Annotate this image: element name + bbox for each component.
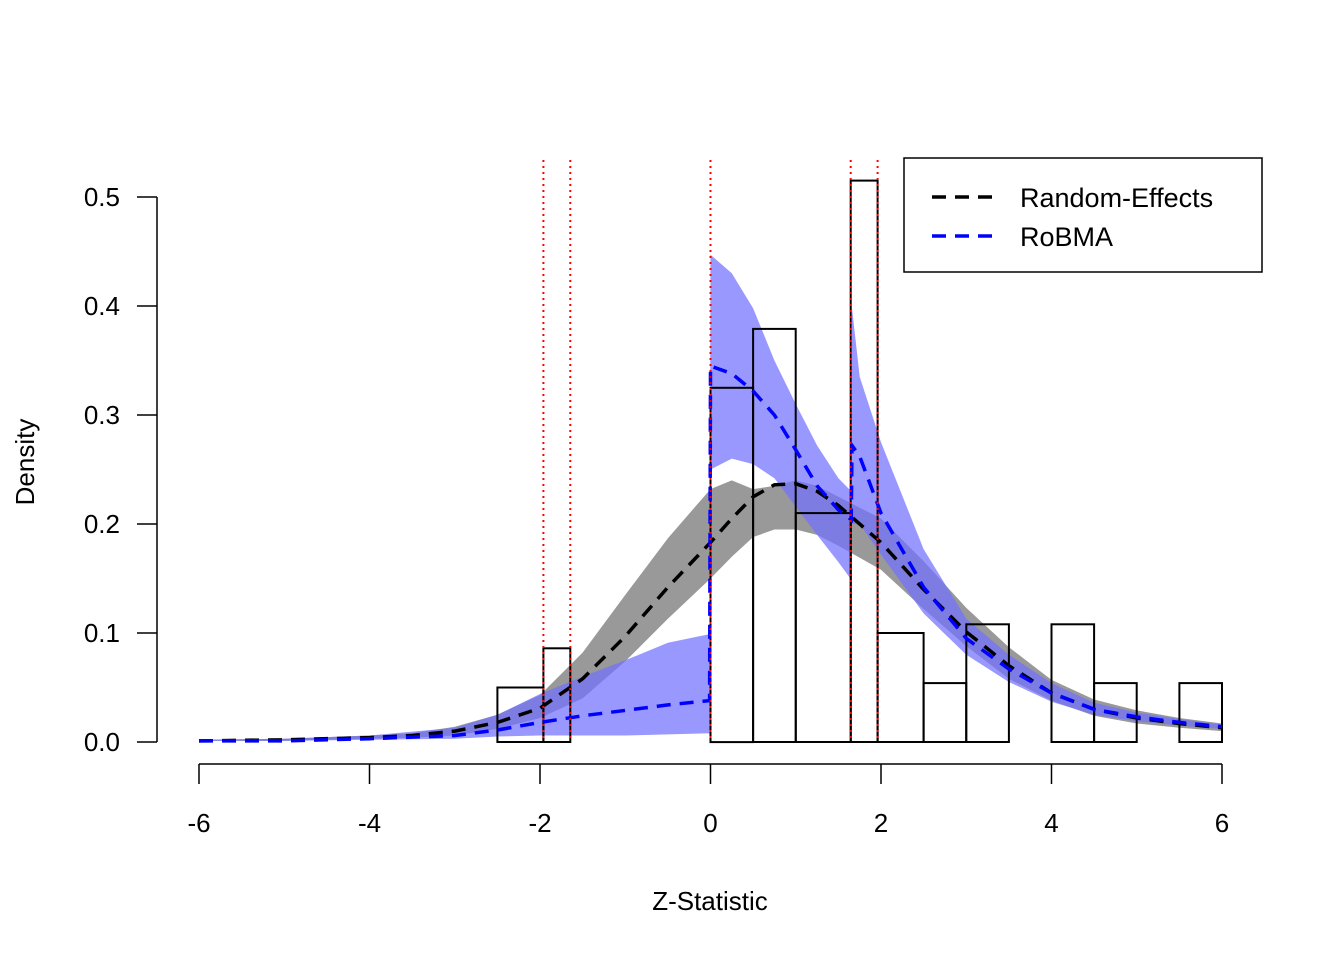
histogram-bar bbox=[965, 623, 1010, 743]
y-tick-label: 0.5 bbox=[84, 182, 120, 212]
x-tick-label: 4 bbox=[1044, 808, 1058, 838]
y-axis-title: Density bbox=[10, 419, 40, 506]
robma-line bbox=[199, 363, 1223, 743]
y-tick-label: 0.4 bbox=[84, 291, 120, 321]
cutoff-lines bbox=[542, 160, 879, 742]
x-tick-label: 6 bbox=[1215, 808, 1229, 838]
y-tick-label: 0.3 bbox=[84, 400, 120, 430]
x-tick-label: 0 bbox=[703, 808, 717, 838]
histogram-bar bbox=[876, 632, 925, 743]
density-lines bbox=[198, 363, 1223, 743]
legend-label-random-effects: Random-Effects bbox=[1020, 183, 1213, 213]
legend-box bbox=[903, 157, 1263, 273]
x-axis-title: Z-Statistic bbox=[652, 886, 768, 916]
x-tick-label: 2 bbox=[874, 808, 888, 838]
robma-band bbox=[199, 254, 1222, 741]
legend: Random-Effects RoBMA bbox=[903, 157, 1263, 273]
y-tick-label: 0.2 bbox=[84, 509, 120, 539]
histogram-bars bbox=[496, 179, 1224, 744]
histogram-bar bbox=[1093, 682, 1138, 743]
x-tick-label: -4 bbox=[358, 808, 381, 838]
axes: -6 -4 -2 0 2 4 6 0.0 0.1 0.2 0.3 0.4 0.5 bbox=[84, 182, 1229, 838]
x-tick-label: -6 bbox=[187, 808, 210, 838]
x-tick-label: -2 bbox=[528, 808, 551, 838]
y-tick-label: 0.0 bbox=[84, 727, 120, 757]
histogram-bar bbox=[1178, 682, 1224, 743]
histogram-bar bbox=[922, 682, 968, 743]
y-tick-label: 0.1 bbox=[84, 618, 120, 648]
legend-label-robma: RoBMA bbox=[1020, 222, 1113, 252]
